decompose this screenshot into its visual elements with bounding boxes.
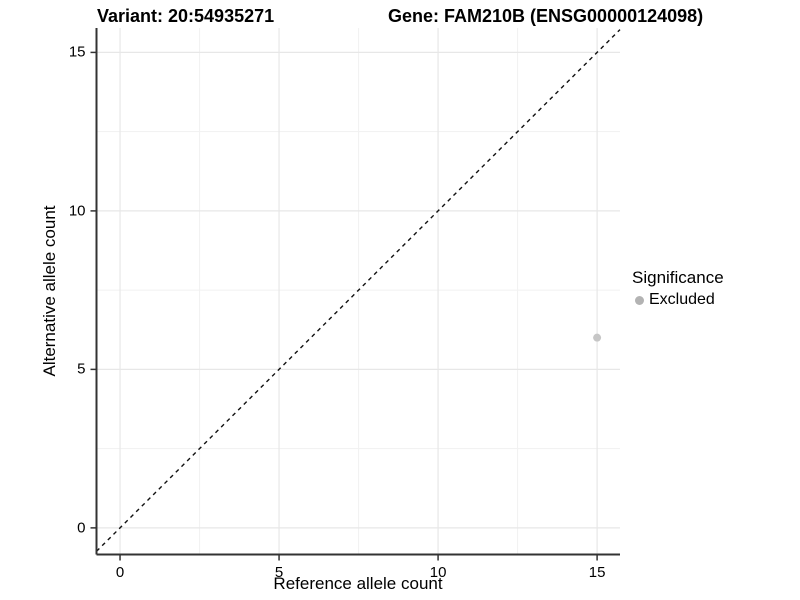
x-tick-label: 10 bbox=[429, 563, 447, 581]
legend-item-excluded: Excluded bbox=[632, 291, 724, 309]
x-tick-label: 0 bbox=[115, 563, 125, 581]
y-tick-label: 10 bbox=[68, 202, 86, 220]
legend-title: Significance bbox=[632, 268, 724, 287]
legend: Significance Excluded bbox=[632, 268, 724, 309]
x-tick-label: 5 bbox=[274, 563, 284, 581]
plot-title-variant: Variant: 20:54935271 bbox=[97, 6, 275, 26]
y-tick-label: 0 bbox=[77, 519, 86, 537]
legend-label: Excluded bbox=[649, 291, 715, 308]
data-point-excluded bbox=[593, 333, 602, 342]
x-axis-title: Reference allele count bbox=[273, 574, 443, 593]
x-tick-label: 15 bbox=[588, 563, 606, 581]
excluded-point-icon bbox=[635, 295, 644, 305]
y-tick-label: 5 bbox=[77, 360, 86, 378]
identity-dashed-line bbox=[96, 29, 621, 552]
y-axis-title: Alternative allele count bbox=[40, 205, 59, 377]
y-tick-label: 15 bbox=[68, 43, 86, 61]
plot-title-gene: Gene: FAM210B (ENSG00000124098) bbox=[388, 6, 704, 26]
